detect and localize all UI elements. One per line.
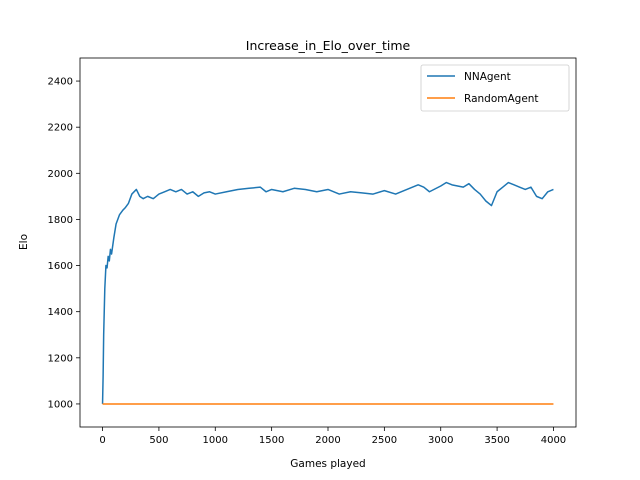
x-axis-label: Games played: [290, 458, 365, 470]
x-tick-label: 500: [149, 435, 168, 446]
y-axis-label: Elo: [18, 234, 30, 250]
y-tick-label: 1600: [48, 261, 73, 272]
legend-label-nnagent: NNAgent: [464, 71, 511, 83]
legend: NNAgent RandomAgent: [420, 64, 570, 112]
legend-box: [420, 64, 570, 112]
x-tick-label: 4000: [541, 435, 566, 446]
y-tick-label: 2400: [48, 77, 73, 88]
x-tick-label: 1000: [203, 435, 228, 446]
y-tick-label: 1800: [48, 215, 73, 226]
y-tick-label: 1200: [48, 353, 73, 364]
series-line-nnagent: [101, 181, 554, 404]
y-axis: 1000 1200 1400 1600 1800 2000 2200 2400: [48, 77, 80, 410]
x-tick-label: 2000: [315, 435, 340, 446]
x-tick-label: 2500: [372, 435, 397, 446]
y-tick-label: 2000: [48, 169, 73, 180]
x-tick-label: 3500: [484, 435, 509, 446]
x-tick-label: 1500: [259, 435, 284, 446]
legend-label-randomagent: RandomAgent: [464, 93, 539, 105]
series-layer: [101, 181, 554, 405]
x-tick-label: 3000: [428, 435, 453, 446]
y-tick-label: 1000: [48, 399, 73, 410]
chart-title: Increase_in_Elo_over_time: [246, 38, 411, 53]
y-tick-label: 2200: [48, 123, 73, 134]
y-tick-label: 1400: [48, 307, 73, 318]
x-tick-label: 0: [99, 435, 105, 446]
x-axis: 0 500 1000 1500 2000 2500 3000 3500 4000: [99, 427, 566, 446]
